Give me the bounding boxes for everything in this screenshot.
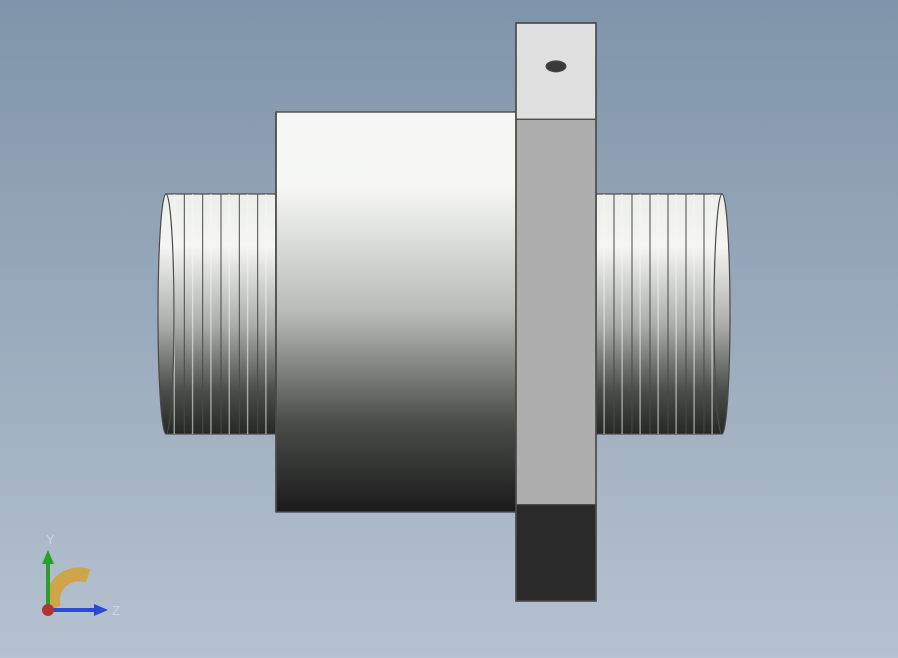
hex-flange (516, 23, 596, 601)
cad-3d-viewport[interactable]: Y Z (0, 0, 898, 658)
threaded-shaft-left (158, 194, 276, 434)
nut-cylinder-body (276, 112, 516, 512)
threaded-shaft-right (596, 194, 730, 434)
model-canvas[interactable] (0, 0, 898, 658)
